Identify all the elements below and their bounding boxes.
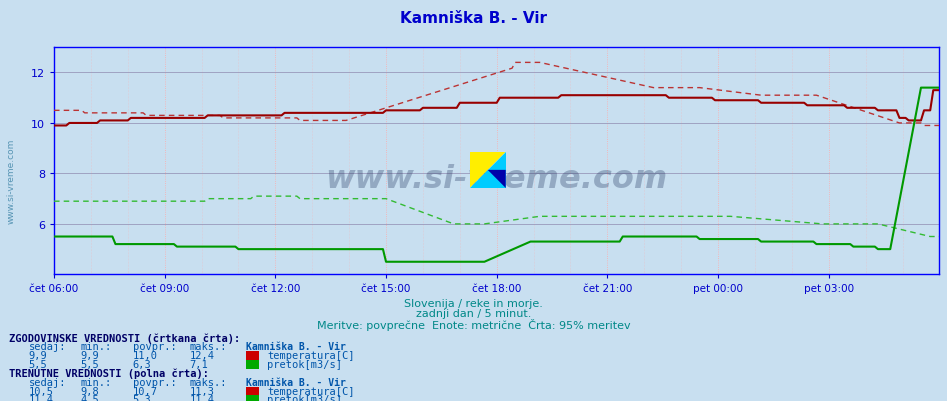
Polygon shape <box>488 170 506 188</box>
Text: 5,5: 5,5 <box>80 359 99 369</box>
Text: min.:: min.: <box>80 342 112 351</box>
Text: Kamniška B. - Vir: Kamniška B. - Vir <box>246 377 346 387</box>
Text: 9,9: 9,9 <box>28 350 47 360</box>
Text: temperatura[C]: temperatura[C] <box>267 386 354 395</box>
Text: povpr.:: povpr.: <box>133 342 176 351</box>
Text: pretok[m3/s]: pretok[m3/s] <box>267 359 342 369</box>
Text: Slovenija / reke in morje.: Slovenija / reke in morje. <box>404 298 543 308</box>
Text: maks.:: maks.: <box>189 342 227 351</box>
Text: TRENUTNE VREDNOSTI (polna črta):: TRENUTNE VREDNOSTI (polna črta): <box>9 368 209 378</box>
Text: 10,5: 10,5 <box>28 386 53 395</box>
Text: 12,4: 12,4 <box>189 350 214 360</box>
Text: 11,0: 11,0 <box>133 350 157 360</box>
Text: www.si-vreme.com: www.si-vreme.com <box>7 138 16 223</box>
Polygon shape <box>470 152 506 188</box>
Text: sedaj:: sedaj: <box>28 377 66 387</box>
Text: Meritve: povprečne  Enote: metrične  Črta: 95% meritev: Meritve: povprečne Enote: metrične Črta:… <box>316 318 631 330</box>
Text: povpr.:: povpr.: <box>133 377 176 387</box>
Text: 11,4: 11,4 <box>189 395 214 401</box>
Text: 11,3: 11,3 <box>189 386 214 395</box>
Text: 11,4: 11,4 <box>28 395 53 401</box>
Text: 7,1: 7,1 <box>189 359 208 369</box>
Text: 5,3: 5,3 <box>133 395 152 401</box>
Text: 4,5: 4,5 <box>80 395 99 401</box>
Text: pretok[m3/s]: pretok[m3/s] <box>267 395 342 401</box>
Text: min.:: min.: <box>80 377 112 387</box>
Text: temperatura[C]: temperatura[C] <box>267 350 354 360</box>
Text: ZGODOVINSKE VREDNOSTI (črtkana črta):: ZGODOVINSKE VREDNOSTI (črtkana črta): <box>9 332 241 343</box>
Text: Kamniška B. - Vir: Kamniška B. - Vir <box>246 342 346 351</box>
Text: maks.:: maks.: <box>189 377 227 387</box>
Text: 5,5: 5,5 <box>28 359 47 369</box>
Text: 10,7: 10,7 <box>133 386 157 395</box>
Text: Kamniška B. - Vir: Kamniška B. - Vir <box>400 10 547 26</box>
Text: www.si-vreme.com: www.si-vreme.com <box>326 164 668 195</box>
Text: 6,3: 6,3 <box>133 359 152 369</box>
Text: sedaj:: sedaj: <box>28 342 66 351</box>
Text: 9,8: 9,8 <box>80 386 99 395</box>
Polygon shape <box>470 152 506 188</box>
Text: 9,9: 9,9 <box>80 350 99 360</box>
Text: zadnji dan / 5 minut.: zadnji dan / 5 minut. <box>416 309 531 318</box>
